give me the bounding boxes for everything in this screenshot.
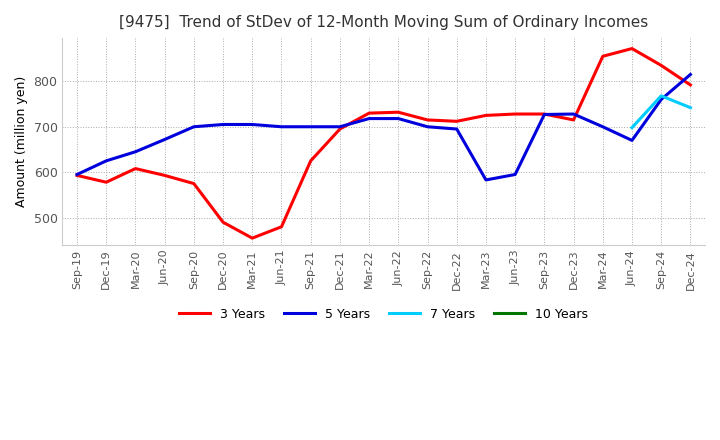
- 5 Years: [161, 137, 169, 142]
- 3 Years: [510, 111, 519, 117]
- 5 Years: [277, 124, 286, 129]
- 5 Years: [540, 112, 549, 117]
- Title: [9475]  Trend of StDev of 12-Month Moving Sum of Ordinary Incomes: [9475] Trend of StDev of 12-Month Moving…: [119, 15, 648, 30]
- 3 Years: [570, 117, 578, 123]
- 3 Years: [102, 180, 111, 185]
- 3 Years: [189, 181, 198, 186]
- 3 Years: [657, 63, 665, 68]
- 3 Years: [423, 117, 432, 123]
- 5 Years: [510, 172, 519, 177]
- 3 Years: [482, 113, 490, 118]
- 3 Years: [394, 110, 402, 115]
- Line: 5 Years: 5 Years: [77, 74, 690, 180]
- 5 Years: [628, 138, 636, 143]
- 5 Years: [189, 124, 198, 129]
- 5 Years: [394, 116, 402, 121]
- 3 Years: [131, 166, 140, 171]
- 5 Years: [686, 72, 695, 77]
- 7 Years: [657, 93, 665, 99]
- 5 Years: [423, 124, 432, 129]
- 5 Years: [657, 97, 665, 102]
- 5 Years: [131, 149, 140, 154]
- 7 Years: [686, 105, 695, 110]
- 5 Years: [452, 126, 461, 132]
- 3 Years: [365, 110, 374, 116]
- 3 Years: [219, 220, 228, 225]
- 3 Years: [336, 126, 344, 132]
- 3 Years: [540, 111, 549, 117]
- 3 Years: [277, 224, 286, 229]
- Line: 7 Years: 7 Years: [632, 96, 690, 128]
- 3 Years: [598, 54, 607, 59]
- 5 Years: [73, 172, 81, 177]
- 3 Years: [248, 235, 256, 241]
- 5 Years: [219, 122, 228, 127]
- 5 Years: [570, 111, 578, 117]
- 3 Years: [73, 173, 81, 178]
- 5 Years: [365, 116, 374, 121]
- 5 Years: [102, 158, 111, 164]
- 3 Years: [686, 82, 695, 88]
- 5 Years: [248, 122, 256, 127]
- 3 Years: [161, 173, 169, 178]
- 3 Years: [452, 119, 461, 124]
- 3 Years: [628, 46, 636, 51]
- 5 Years: [307, 124, 315, 129]
- 5 Years: [482, 177, 490, 183]
- 3 Years: [307, 158, 315, 164]
- 5 Years: [336, 124, 344, 129]
- Y-axis label: Amount (million yen): Amount (million yen): [15, 76, 28, 207]
- 7 Years: [628, 125, 636, 130]
- 5 Years: [598, 124, 607, 129]
- Line: 3 Years: 3 Years: [77, 48, 690, 238]
- Legend: 3 Years, 5 Years, 7 Years, 10 Years: 3 Years, 5 Years, 7 Years, 10 Years: [174, 303, 593, 326]
